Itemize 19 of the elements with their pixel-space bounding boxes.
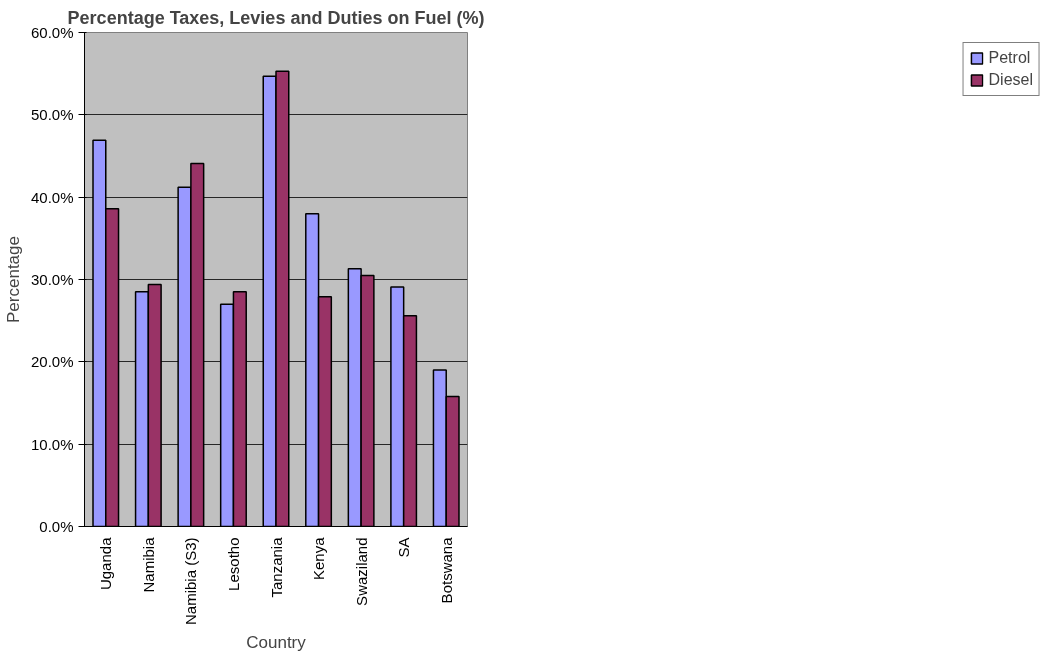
x-axis-title: Country bbox=[246, 633, 307, 653]
x-tick-label: Namibia (S3) bbox=[182, 537, 200, 626]
legend-label: Petrol bbox=[988, 49, 1031, 67]
y-tick-label: 10.0% bbox=[30, 435, 74, 453]
legend-label: Diesel bbox=[988, 71, 1033, 89]
x-tick-label: Botswana bbox=[437, 536, 455, 604]
x-tick-label: Namibia bbox=[139, 536, 157, 593]
x-tick-label: Uganda bbox=[97, 536, 115, 591]
y-axis-title: Percentage bbox=[3, 236, 23, 323]
y-tick-label: 40.0% bbox=[30, 188, 74, 206]
x-tick-label: SA bbox=[395, 537, 413, 558]
y-tick-label: 20.0% bbox=[30, 353, 74, 371]
x-tick-label: Tanzania bbox=[267, 536, 285, 598]
x-tick-label: Swaziland bbox=[352, 537, 370, 606]
x-tick-label: Lesotho bbox=[224, 537, 242, 591]
y-tick-label: 30.0% bbox=[30, 271, 74, 288]
y-tick-label: 50.0% bbox=[30, 106, 74, 124]
y-tick-label: 0.0% bbox=[39, 518, 74, 535]
x-tick-label: Kenya bbox=[310, 536, 328, 581]
